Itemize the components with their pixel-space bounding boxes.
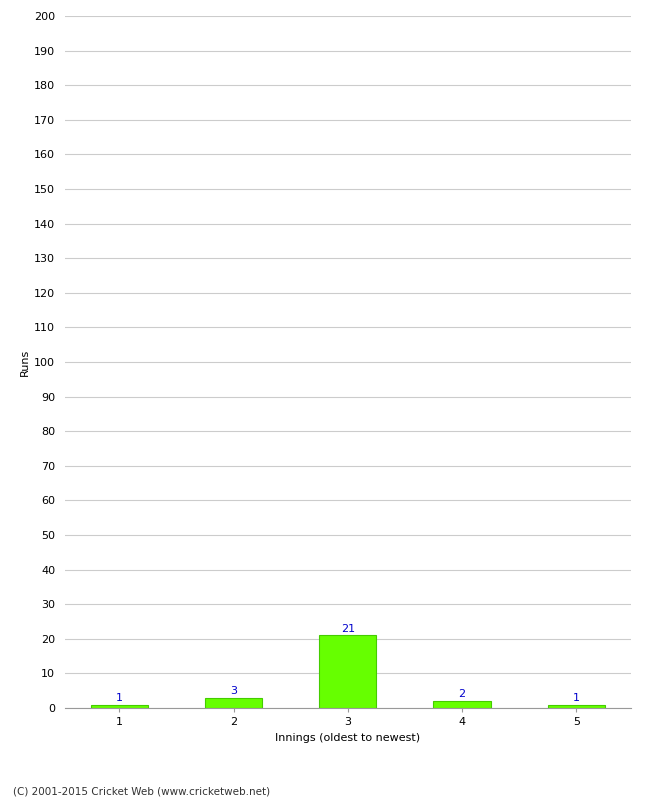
Bar bbox=[434, 701, 491, 708]
Text: 1: 1 bbox=[573, 693, 580, 703]
Y-axis label: Runs: Runs bbox=[20, 348, 30, 376]
Text: (C) 2001-2015 Cricket Web (www.cricketweb.net): (C) 2001-2015 Cricket Web (www.cricketwe… bbox=[13, 786, 270, 796]
Text: 1: 1 bbox=[116, 693, 123, 703]
Bar bbox=[548, 705, 604, 708]
Text: 21: 21 bbox=[341, 624, 355, 634]
X-axis label: Innings (oldest to newest): Innings (oldest to newest) bbox=[275, 733, 421, 742]
Bar bbox=[319, 635, 376, 708]
Text: 2: 2 bbox=[458, 690, 465, 699]
Bar bbox=[91, 705, 148, 708]
Text: 3: 3 bbox=[230, 686, 237, 696]
Bar bbox=[205, 698, 262, 708]
